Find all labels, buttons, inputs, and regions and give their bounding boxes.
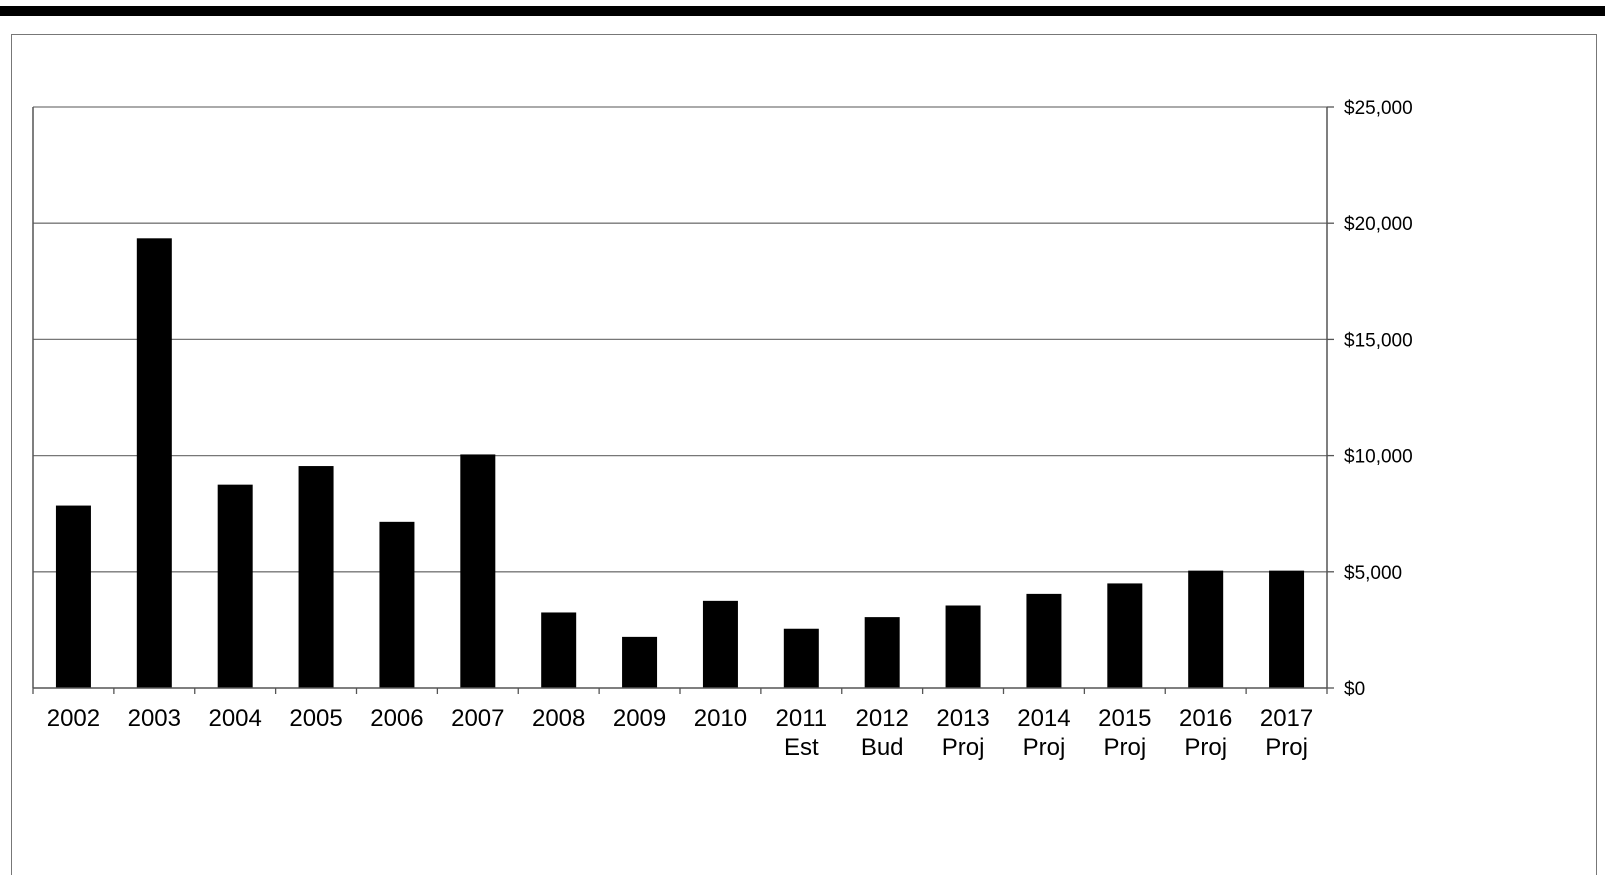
y-tick-label: $15,000 [1344,330,1413,351]
x-tick-label: 2010 [694,705,747,732]
x-tick-label: 2006 [370,705,423,732]
x-tick-label: 2005 [289,705,342,732]
x-tick-label: 2012 Bud [855,705,908,761]
bar [298,466,334,688]
bar [702,600,738,688]
bar [55,505,91,688]
bar [217,484,253,688]
x-tick-label: 2011 Est [776,705,828,761]
y-tick-label: $5,000 [1344,563,1402,584]
bar [1026,593,1062,688]
bar [945,605,981,688]
x-tick-label: 2017 Proj [1260,705,1313,761]
x-tick-label: 2004 [208,705,261,732]
bar [541,612,577,688]
x-tick-label: 2003 [128,705,181,732]
bar [1269,570,1305,688]
x-tick-label: 2009 [613,705,666,732]
bar [864,617,900,688]
y-tick-label: $25,000 [1344,98,1413,119]
y-tick-label: $10,000 [1344,447,1413,468]
x-tick-label: 2002 [47,705,100,732]
axes [32,106,1334,694]
bar [1188,570,1224,688]
y-tick-label: $0 [1344,679,1365,700]
x-tick-label: 2016 Proj [1179,705,1232,761]
top-rule [0,6,1605,16]
x-tick-label: 2013 Proj [936,705,989,761]
y-tick-labels: $0 $5,000 $10,000 $15,000 $20,000 $25,000 [1344,98,1413,700]
x-tick-label: 2015 Proj [1098,705,1151,761]
bar [1107,583,1143,688]
bar [783,628,819,688]
bar [136,238,172,688]
bar [379,521,415,688]
chart-frame [11,34,1597,875]
gridlines [33,106,1327,573]
x-tick-label: 2014 Proj [1017,705,1070,761]
x-tick-label: 2008 [532,705,585,732]
bar [460,454,496,688]
x-tick-labels: 2002 2003 2004 2005 2006 2007 2008 2009 2010 2011… [47,705,1314,761]
x-tick-label: 2007 [451,705,504,732]
bars [55,238,1305,688]
y-tick-label: $20,000 [1344,214,1413,235]
bar [622,636,658,688]
